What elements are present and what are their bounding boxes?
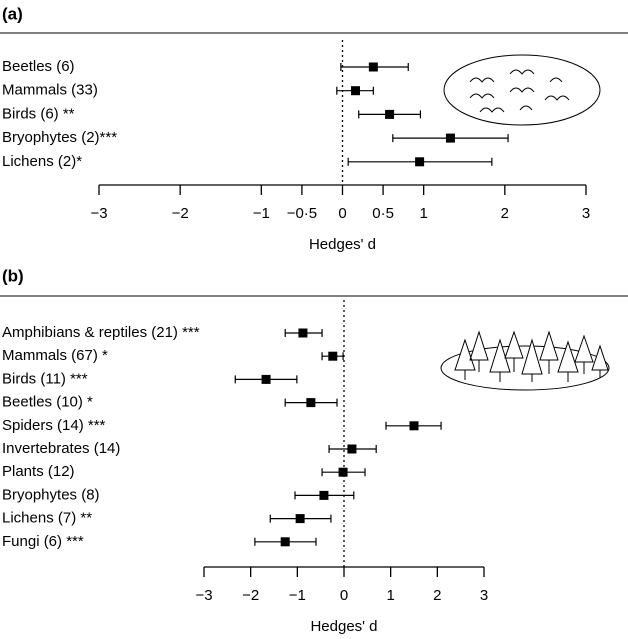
point <box>409 421 419 431</box>
forest-icon <box>440 330 610 391</box>
x-tick-label: 1 <box>419 205 427 222</box>
point <box>338 467 348 477</box>
category-label: Birds (11) *** <box>2 370 88 387</box>
point <box>445 133 455 143</box>
x-tick-label: −3 <box>195 587 212 604</box>
category-label: Invertebrates (14) <box>2 440 120 457</box>
x-tick-label: −2 <box>172 205 189 222</box>
point <box>280 537 290 547</box>
x-tick-label: 0 <box>338 205 346 222</box>
caterpillar-icon <box>443 54 601 126</box>
point <box>385 109 395 119</box>
point <box>368 62 378 72</box>
point <box>319 490 329 500</box>
x-tick-label: −0·5 <box>287 205 317 222</box>
point <box>261 374 271 384</box>
x-tick-label: 0·5 <box>372 205 394 222</box>
x-tick-label: −2 <box>242 587 259 604</box>
point <box>298 328 308 338</box>
point <box>306 398 316 408</box>
x-tick-label: 3 <box>480 587 488 604</box>
x-tick-label: −3 <box>90 205 107 222</box>
category-label: Mammals (33) <box>2 82 98 99</box>
category-label: Bryophytes (2)*** <box>2 129 117 146</box>
x-tick-label: 0 <box>340 587 348 604</box>
point <box>295 514 305 524</box>
x-tick-label: −1 <box>253 205 270 222</box>
category-label: Birds (6) ** <box>2 105 75 122</box>
point <box>415 157 425 167</box>
category-label: Bryophytes (8) <box>2 486 100 503</box>
x-tick-label: 1 <box>386 587 394 604</box>
category-label: Fungi (6) *** <box>2 533 84 550</box>
x-axis-label: Hedges' d <box>310 618 377 635</box>
category-label: Spiders (14) *** <box>2 417 106 434</box>
category-label: Amphibians & reptiles (21) *** <box>2 324 200 341</box>
x-tick-label: 2 <box>433 587 441 604</box>
category-label: Lichens (2)* <box>2 153 82 170</box>
point <box>350 86 360 96</box>
category-label: Plants (12) <box>2 463 75 480</box>
point <box>328 351 338 361</box>
category-label: Beetles (6) <box>2 58 75 75</box>
x-tick-label: −1 <box>289 587 306 604</box>
category-label: Lichens (7) ** <box>2 510 92 527</box>
x-axis-label: Hedges' d <box>309 236 376 253</box>
panel-label: (b) <box>2 266 24 285</box>
category-label: Beetles (10) * <box>2 394 93 411</box>
x-tick-label: 2 <box>501 205 509 222</box>
point <box>347 444 357 454</box>
x-tick-label: 3 <box>582 205 590 222</box>
panel-label: (a) <box>2 4 23 23</box>
category-label: Mammals (67) * <box>2 347 108 364</box>
